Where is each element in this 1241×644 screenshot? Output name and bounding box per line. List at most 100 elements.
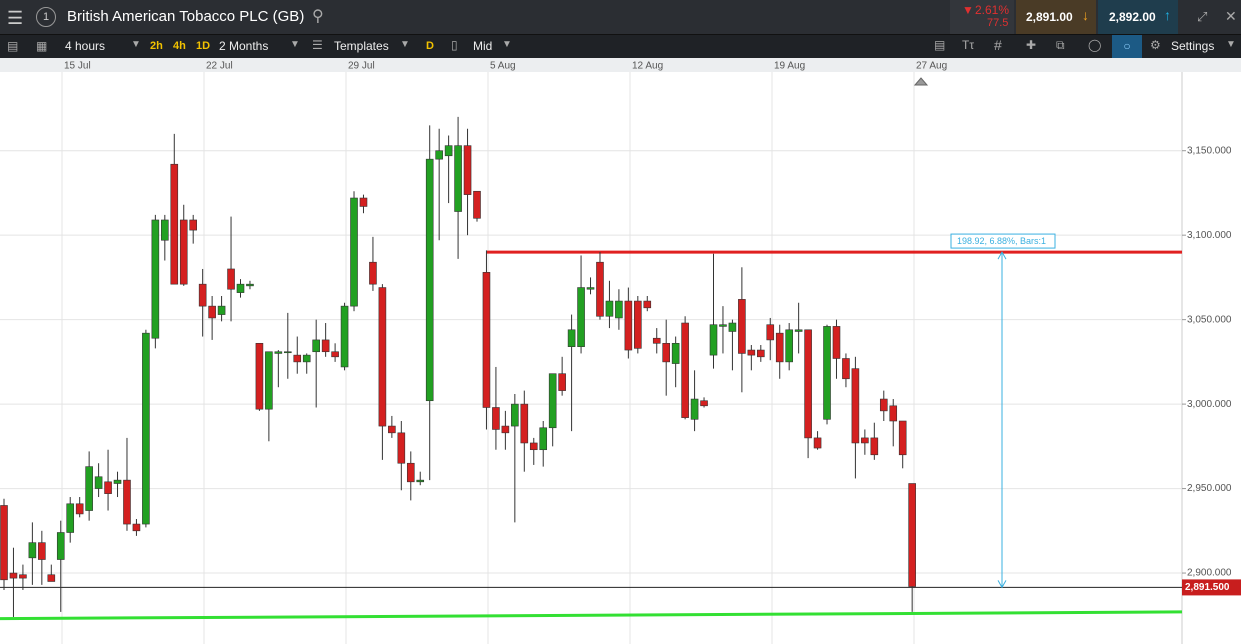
- tool-icon[interactable]: ✚: [1026, 38, 1037, 52]
- candle-body: [189, 219, 197, 231]
- x-tick-label: 27 Aug: [916, 61, 947, 72]
- change-pts: 77.5: [987, 17, 1009, 29]
- tool-icon[interactable]: ◯: [1088, 38, 1102, 52]
- candle-body: [38, 542, 46, 560]
- layout-icon[interactable]: ▦: [36, 39, 48, 53]
- time-marker: [913, 77, 929, 86]
- candle-body: [652, 337, 661, 344]
- chart-toolbar: ▤ ▦ 4 hours ▼ 2h 4h 1D 2 Months ▼ ☰ Temp…: [0, 35, 1241, 58]
- tool-icon-active[interactable]: ○: [1112, 35, 1142, 58]
- templates-button[interactable]: Templates: [334, 39, 389, 53]
- dropdown-arrow: ▼: [290, 39, 300, 50]
- instrument-name[interactable]: British American Tobacco PLC (GB): [67, 8, 305, 25]
- date-strip: [0, 58, 1241, 72]
- candle-body: [529, 442, 538, 451]
- search-icon[interactable]: ⚲: [312, 8, 324, 25]
- dropdown-arrow: ▼: [1226, 39, 1236, 50]
- tool-icon[interactable]: ⧉: [1056, 38, 1065, 52]
- x-tick-label: 19 Aug: [774, 61, 805, 72]
- sell-box[interactable]: 2,891.00 ↓: [1016, 0, 1096, 34]
- dropdown-arrow: ▼: [502, 39, 512, 50]
- candle-icon: ▯: [451, 38, 458, 52]
- candle-body: [813, 437, 822, 449]
- candle-body: [435, 150, 443, 160]
- candle-body: [861, 437, 869, 444]
- x-tick-label: 22 Jul: [206, 61, 233, 72]
- candle-body: [359, 197, 368, 207]
- x-tick-label: 15 Jul: [64, 61, 91, 72]
- candle-body: [283, 351, 292, 354]
- candle-body: [823, 326, 831, 420]
- candle-body: [28, 542, 37, 559]
- candle-body: [132, 523, 141, 532]
- candle-body: [766, 324, 775, 341]
- close-icon[interactable]: ✕: [1225, 8, 1237, 24]
- candle-body: [615, 300, 623, 319]
- candle-body: [321, 339, 330, 353]
- candle-body: [113, 479, 122, 484]
- quick-interval[interactable]: 4h: [173, 40, 186, 52]
- tool-icon[interactable]: Tτ: [962, 38, 975, 52]
- menu-icon[interactable]: ☰: [7, 8, 24, 28]
- interval-select[interactable]: 4 hours: [65, 39, 106, 53]
- quick-interval[interactable]: 1D: [196, 40, 211, 52]
- candle-body: [785, 329, 793, 363]
- y-tick-label: 3,150.000: [1187, 145, 1232, 156]
- candle-body: [217, 305, 226, 315]
- candle-body: [548, 373, 557, 429]
- candle-body: [747, 349, 756, 356]
- candle-body: [312, 339, 320, 353]
- candle-body: [775, 332, 784, 363]
- candle-body: [340, 305, 349, 368]
- candle-body: [246, 283, 254, 287]
- candle-body: [671, 342, 680, 364]
- candle-body: [0, 505, 8, 581]
- candle-body: [161, 219, 169, 241]
- candle-body: [416, 479, 425, 483]
- candle-body: [804, 329, 812, 439]
- info-icon[interactable]: 1: [36, 7, 56, 27]
- tool-icon[interactable]: #: [994, 37, 1002, 53]
- candle-body: [709, 324, 718, 356]
- candle-body: [662, 342, 671, 363]
- candle-body: [511, 403, 519, 427]
- candle-body: [605, 300, 614, 317]
- candle-body: [208, 305, 216, 319]
- candle-body: [75, 503, 84, 515]
- candle-body: [898, 420, 907, 456]
- candle-body: [567, 329, 576, 347]
- quick-interval[interactable]: 2h: [150, 40, 163, 52]
- tool-icon[interactable]: ▤: [934, 38, 946, 52]
- price-mode[interactable]: Mid: [473, 39, 493, 53]
- candle-body: [870, 437, 879, 456]
- candle-body: [756, 349, 765, 358]
- range-select[interactable]: 2 Months: [219, 39, 269, 53]
- candle-body: [690, 398, 699, 420]
- candle-body: [482, 272, 491, 408]
- candle-body: [719, 324, 727, 327]
- settings-button[interactable]: Settings: [1171, 39, 1215, 53]
- candle-body: [879, 398, 888, 412]
- candle-body: [47, 574, 56, 582]
- candle-body: [331, 351, 339, 358]
- list-icon[interactable]: ▤: [7, 39, 19, 53]
- candle-body: [236, 283, 245, 293]
- y-tick-label: 2,900.000: [1187, 568, 1232, 579]
- candle-body: [643, 300, 652, 309]
- candle-body: [274, 351, 283, 354]
- candle-body: [444, 145, 453, 157]
- buy-arrow: ↑: [1164, 7, 1171, 23]
- buy-box[interactable]: 2,892.00 ↑: [1098, 0, 1178, 34]
- y-tick-label: 3,000.000: [1187, 399, 1232, 410]
- expand-icon[interactable]: ⤢: [1197, 9, 1208, 24]
- measure-arrowhead: [997, 251, 1007, 589]
- candle-body: [170, 163, 179, 285]
- candle-body: [501, 425, 510, 434]
- draw-mode[interactable]: D: [426, 40, 434, 52]
- candle-body: [908, 483, 916, 587]
- candle-body: [198, 283, 207, 307]
- y-tick-label: 3,050.000: [1187, 314, 1232, 325]
- candle-body: [302, 354, 311, 363]
- settings-icon: ⚙: [1150, 38, 1161, 52]
